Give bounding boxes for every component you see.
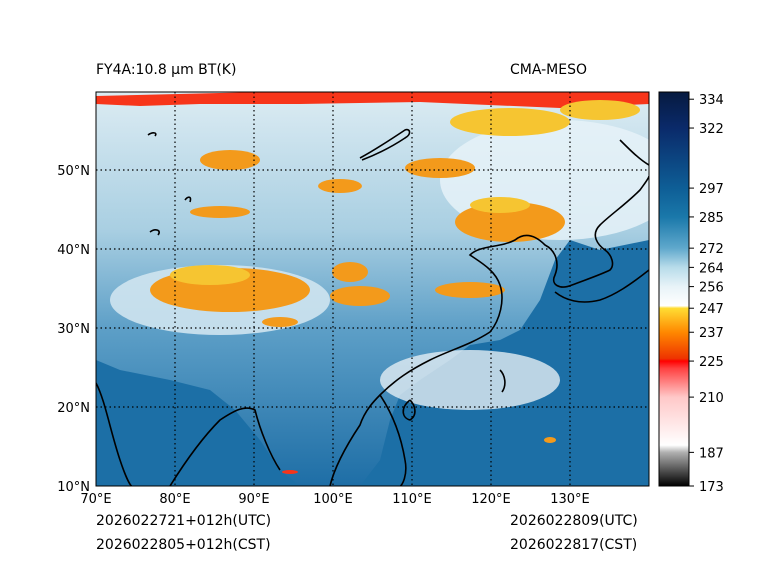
colorbar-tick-label: 256 (699, 281, 724, 296)
valid-time-cst: 2026022817(CST) (510, 537, 638, 553)
colorbar-tick-label: 187 (699, 446, 724, 461)
lat-tick: 30°N (57, 322, 90, 337)
colorbar-tick-label: 334 (699, 93, 724, 108)
cloud-cell (318, 179, 362, 193)
colorbar-tick-label: 264 (699, 261, 724, 276)
cloud-cell (544, 437, 556, 443)
map-title-right: CMA-MESO (510, 62, 588, 78)
map-title-left: FY4A:10.8 μm BT(K) (96, 62, 237, 78)
cloud-cell (332, 262, 368, 282)
colorbar (658, 91, 690, 487)
init-time-utc: 2026022721+012h(UTC) (96, 513, 272, 529)
colorbar-tick-label: 297 (699, 182, 724, 197)
lon-tick: 90°E (238, 492, 269, 507)
colorbar-tick-label: 272 (699, 242, 724, 257)
lon-axis: 70°E 80°E 90°E 100°E 110°E 120°E 130°E (80, 492, 589, 507)
lon-tick: 70°E (80, 492, 111, 507)
lat-axis: 10°N 20°N 30°N 40°N 50°N (57, 164, 90, 495)
colorbar-tick-label: 285 (699, 211, 724, 226)
cloud-cell (262, 317, 298, 327)
lon-tick: 80°E (159, 492, 190, 507)
lat-tick: 10°N (57, 480, 90, 495)
map-plot (96, 92, 649, 486)
lat-tick: 50°N (57, 164, 90, 179)
lon-tick: 110°E (392, 492, 432, 507)
cloud-cell (435, 282, 505, 298)
lat-tick: 20°N (57, 401, 90, 416)
cloud-cell (470, 197, 530, 213)
colorbar-tick-label: 173 (699, 480, 724, 495)
colorbar-ticks: 334 322 297 285 272 264 256 247 237 225 210 187 173 (689, 93, 724, 495)
cloud-cell (170, 265, 250, 285)
map-frame (95, 91, 650, 487)
south-china-cloud-area (380, 350, 560, 410)
colorbar-tick-label: 225 (699, 355, 724, 370)
lat-tick: 40°N (57, 243, 90, 258)
cloud-band-north (96, 92, 649, 108)
coastlines (96, 128, 649, 486)
cloud-cell (455, 202, 565, 242)
cloud-cell (200, 150, 260, 170)
cloud-cell (190, 206, 250, 218)
cloud-cell (282, 470, 298, 474)
valid-time-utc: 2026022809(UTC) (510, 513, 638, 529)
lon-tick: 120°E (471, 492, 511, 507)
lon-tick: 100°E (313, 492, 353, 507)
cloud-cell (405, 158, 475, 178)
colorbar-tick-label: 210 (699, 391, 724, 406)
cloud-cell (450, 108, 570, 136)
colorbar-tick-label: 237 (699, 326, 724, 341)
colorbar-tick-label: 247 (699, 302, 724, 317)
colorbar-tick-label: 322 (699, 122, 724, 137)
init-time-cst: 2026022805+012h(CST) (96, 537, 271, 553)
cloud-cell (330, 286, 390, 306)
lon-tick: 130°E (550, 492, 590, 507)
cloud-cell (560, 100, 640, 120)
